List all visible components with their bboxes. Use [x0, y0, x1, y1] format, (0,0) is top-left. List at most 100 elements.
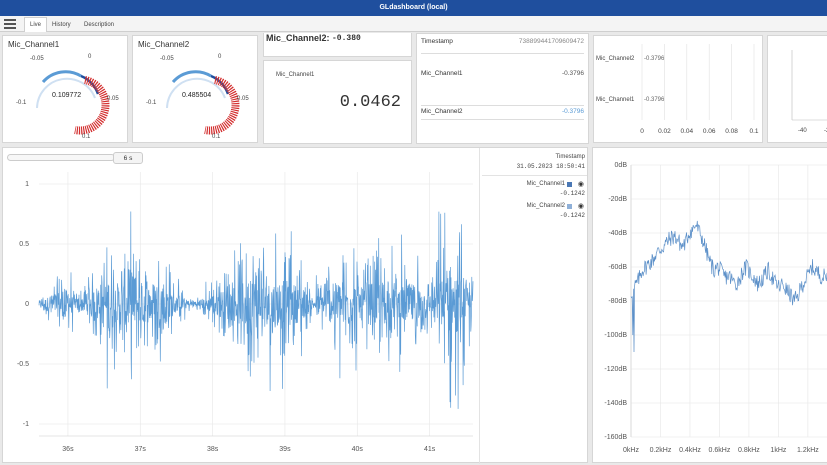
spec-x-tick-label: 0.6kHz [709, 447, 731, 454]
gauge-tick: -0.05 [160, 56, 174, 62]
tab-history[interactable]: History [52, 22, 71, 28]
table-row-label: Mic_Channel2 [421, 108, 463, 115]
wave-y-tick-label: 1 [25, 181, 29, 188]
tab-bar: Live History Description [0, 16, 827, 32]
hbar-label: Mic_Channel1 [596, 97, 635, 103]
gauge-title: Mic_Channel1 [8, 40, 60, 49]
hamburger-icon[interactable] [4, 19, 16, 29]
hbar-tick-label: 0.08 [725, 128, 738, 135]
waveform-card: 6 s 1 0.5 0 -0.5 -1 36s 37s 38s 39s 40s 41s Timest… [2, 147, 589, 464]
partial-chart-card: -40 -2 [767, 35, 827, 143]
legend-item-name: Mic_Channel1 [526, 181, 565, 187]
wave-y-tick-label: 0.5 [19, 241, 29, 248]
time-window-button[interactable]: 6 s [113, 152, 143, 164]
gauge-card-1: Mic_Channel1 -0.05 0 0.05 -0.1 0.1 0.109… [2, 35, 128, 143]
gauge-tick: 0.05 [107, 96, 119, 102]
gauge-dial [166, 70, 240, 135]
hbar-chart: 0 0.02 0.04 0.06 0.08 0.1 [640, 44, 759, 135]
spec-y-tick-label: -100dB [604, 332, 627, 339]
spectrum-card: 0dB -20dB -40dB -60dB -80dB -100dB -120dB -140d… [592, 147, 827, 463]
hbar-card: 0 0.02 0.04 0.06 0.08 0.1 Mic_Channel2 -0.379… [593, 35, 763, 143]
spec-x-tick-label: 0.8kHz [738, 447, 760, 454]
hbar-label: Mic_Channel2 [596, 56, 635, 62]
gauge-tick: 0.1 [82, 134, 91, 140]
gauge-tick: 0.05 [237, 96, 249, 102]
wave-x-tick-label: 38s [207, 446, 219, 453]
hbar-tick-label: 0.06 [703, 128, 716, 135]
wave-x-tick-label: 36s [62, 446, 74, 453]
wave-x-tick-label: 41s [424, 446, 436, 453]
values-table: Timestamp 738899441709609472 Mic_Channel… [416, 33, 589, 144]
spec-y-tick-label: -80dB [608, 298, 627, 305]
spec-x-tick-label: 0.2kHz [650, 447, 672, 454]
gauge-title: Mic_Channel2 [138, 40, 190, 49]
gauge-tick: -0.05 [30, 56, 44, 62]
spec-x-tick-label: 0.4kHz [679, 447, 701, 454]
wave-y-tick-label: 0 [25, 301, 29, 308]
gauge-dial [36, 70, 110, 135]
legend-divider [482, 175, 587, 176]
gauge-tick: -0.1 [16, 100, 27, 106]
spec-y-tick-label: -140dB [604, 400, 627, 407]
legend-color-swatch [567, 204, 572, 209]
table-header-value: 738899441709609472 [518, 38, 584, 45]
partial-axis-tick: -40 [798, 128, 807, 134]
hbar-value: -0.3796 [644, 97, 665, 103]
spec-x-tick-label: 1.2kHz [797, 447, 819, 454]
value-header-card: Mic_Channel2: -0.380 [263, 33, 412, 57]
tab-live[interactable]: Live [24, 17, 48, 32]
spec-y-tick-label: -40dB [608, 230, 627, 237]
spectrum-chart: 0dB -20dB -40dB -60dB -80dB -100dB -120dB -140d… [604, 162, 827, 454]
table-row: Mic_Channel2 -0.3796 [421, 106, 584, 120]
partial-axis-tick: -2 [824, 128, 827, 134]
chart-legend: Timestamp 31.05.2023 18:50:41 Mic_Channe… [479, 148, 589, 464]
gauge-tick: 0 [218, 54, 222, 60]
tab-description[interactable]: Description [84, 22, 115, 28]
table-header-label: Timestamp [421, 38, 453, 45]
legend-color-swatch [567, 182, 572, 187]
table-row-value: -0.3796 [561, 70, 584, 77]
gauge-tick: -0.1 [146, 100, 157, 106]
gauge-value: 0.485504 [182, 92, 212, 99]
spec-x-tick-label: 0kHz [623, 447, 639, 454]
hbar-tick-label: 0.1 [749, 128, 758, 135]
hbar-tick-label: 0.04 [680, 128, 693, 135]
value-header-value: -0.380 [332, 34, 361, 43]
spec-y-tick-label: -160dB [604, 434, 627, 441]
hbar-value: -0.3796 [644, 56, 665, 62]
legend-item-name: Mic_Channel2 [526, 203, 565, 209]
table-row-label: Mic_Channel1 [421, 70, 463, 77]
wave-y-tick-label: -1 [23, 421, 29, 428]
waveform-chart: 1 0.5 0 -0.5 -1 36s 37s 38s 39s 40s 41s [17, 172, 474, 453]
spec-y-tick-label: -120dB [604, 366, 627, 373]
hbar-tick-label: 0 [640, 128, 644, 135]
table-header-row: Timestamp 738899441709609472 [421, 36, 584, 54]
partial-axis [791, 50, 827, 121]
legend-timestamp-value: 31.05.2023 18:50:41 [516, 163, 585, 170]
window-title: GLdashboard (local) [0, 0, 827, 16]
gauge-tick: 0.1 [212, 134, 221, 140]
big-value: 0.0462 [339, 93, 401, 112]
wave-x-tick-label: 40s [352, 446, 364, 453]
gauge-value: 0.109772 [52, 92, 82, 99]
spec-y-tick-label: 0dB [615, 162, 628, 169]
legend-item-value: -0.1242 [559, 190, 585, 197]
waveform-series-line [38, 211, 474, 409]
wave-x-tick-label: 39s [279, 446, 291, 453]
eye-icon[interactable]: ◉ [577, 203, 584, 210]
big-value-card: Mic_Channel1 0.0462 [263, 60, 412, 144]
eye-icon[interactable]: ◉ [577, 181, 584, 188]
wave-x-tick-label: 37s [135, 446, 147, 453]
spec-y-tick-label: -60dB [608, 264, 627, 271]
table-row: Mic_Channel1 -0.3796 [421, 68, 584, 106]
big-value-label: Mic_Channel1 [276, 72, 315, 78]
spec-y-tick-label: -20dB [608, 196, 627, 203]
gauge-card-2: Mic_Channel2 -0.05 0 0.05 -0.1 0.1 0.485… [132, 35, 258, 143]
wave-y-tick-label: -0.5 [17, 361, 29, 368]
spec-x-tick-label: 1kHz [770, 447, 786, 454]
gauge-tick: 0 [88, 54, 92, 60]
value-header-label: Mic_Channel2: [266, 33, 330, 43]
legend-timestamp-label: Timestamp [555, 154, 585, 160]
spectrum-series-line [630, 220, 827, 353]
legend-item-value: -0.1242 [559, 212, 585, 219]
